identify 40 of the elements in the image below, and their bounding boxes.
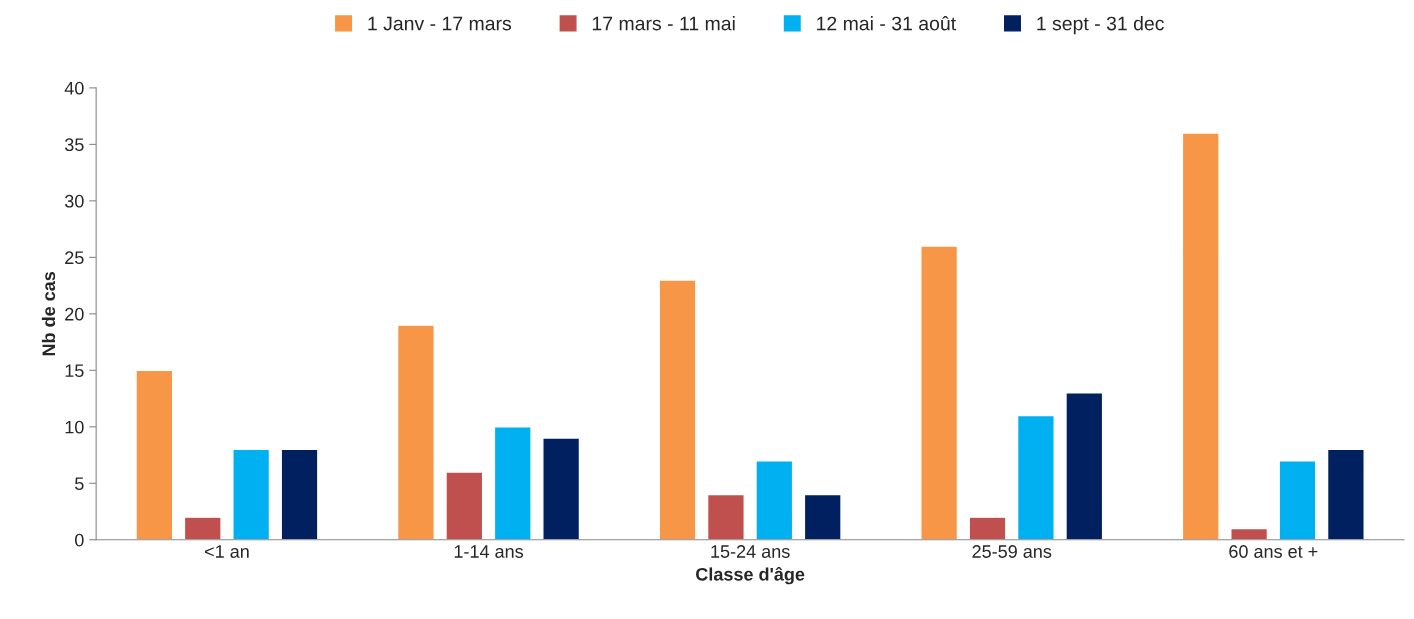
bar <box>658 279 697 540</box>
legend-label: 1 sept - 31 dec <box>1037 16 1164 35</box>
y-tick-label: 20 <box>65 307 84 321</box>
legend-label: 12 mai - 31 août <box>817 16 956 31</box>
bar <box>968 516 1007 540</box>
y-tick-label: 40 <box>64 81 84 95</box>
y-tick-label: 15 <box>65 364 84 378</box>
bar <box>232 448 271 540</box>
x-tick-label: 15-24 ans <box>711 545 790 558</box>
bar <box>493 426 532 540</box>
y-tick-label: 30 <box>64 194 84 208</box>
y-axis-title: Nb de cas <box>41 271 56 356</box>
y-tick-label: 35 <box>64 138 84 152</box>
bar <box>183 516 222 540</box>
bar <box>135 369 174 540</box>
x-tick-label: 60 ans et + <box>1229 545 1318 558</box>
bar <box>1230 527 1269 540</box>
x-tick-label: 1-14 ans <box>454 545 524 558</box>
y-tick-label: 25 <box>65 251 84 265</box>
y-tick-label: 5 <box>75 477 84 490</box>
legend-label: 17 mars - 11 mai <box>592 16 735 31</box>
x-tick-label: 25-59 ans <box>972 545 1052 558</box>
bar <box>755 459 794 540</box>
x-axis-title: Classe d'âge <box>696 567 805 585</box>
bar <box>445 471 484 540</box>
bar <box>280 448 319 540</box>
bar <box>1181 132 1220 540</box>
y-tick-label: 0 <box>75 533 84 547</box>
bar <box>1326 448 1365 540</box>
bar <box>1016 414 1055 540</box>
bar <box>1278 459 1317 540</box>
bar <box>1065 392 1104 540</box>
bar <box>706 493 745 540</box>
bar <box>803 493 842 540</box>
bar <box>542 437 581 540</box>
legend-label: 1 Janv - 17 mars <box>368 16 512 31</box>
x-tick-label: <1 an <box>205 545 249 558</box>
y-tick-label: 10 <box>65 420 84 434</box>
bar <box>920 245 959 540</box>
bar <box>396 324 435 540</box>
